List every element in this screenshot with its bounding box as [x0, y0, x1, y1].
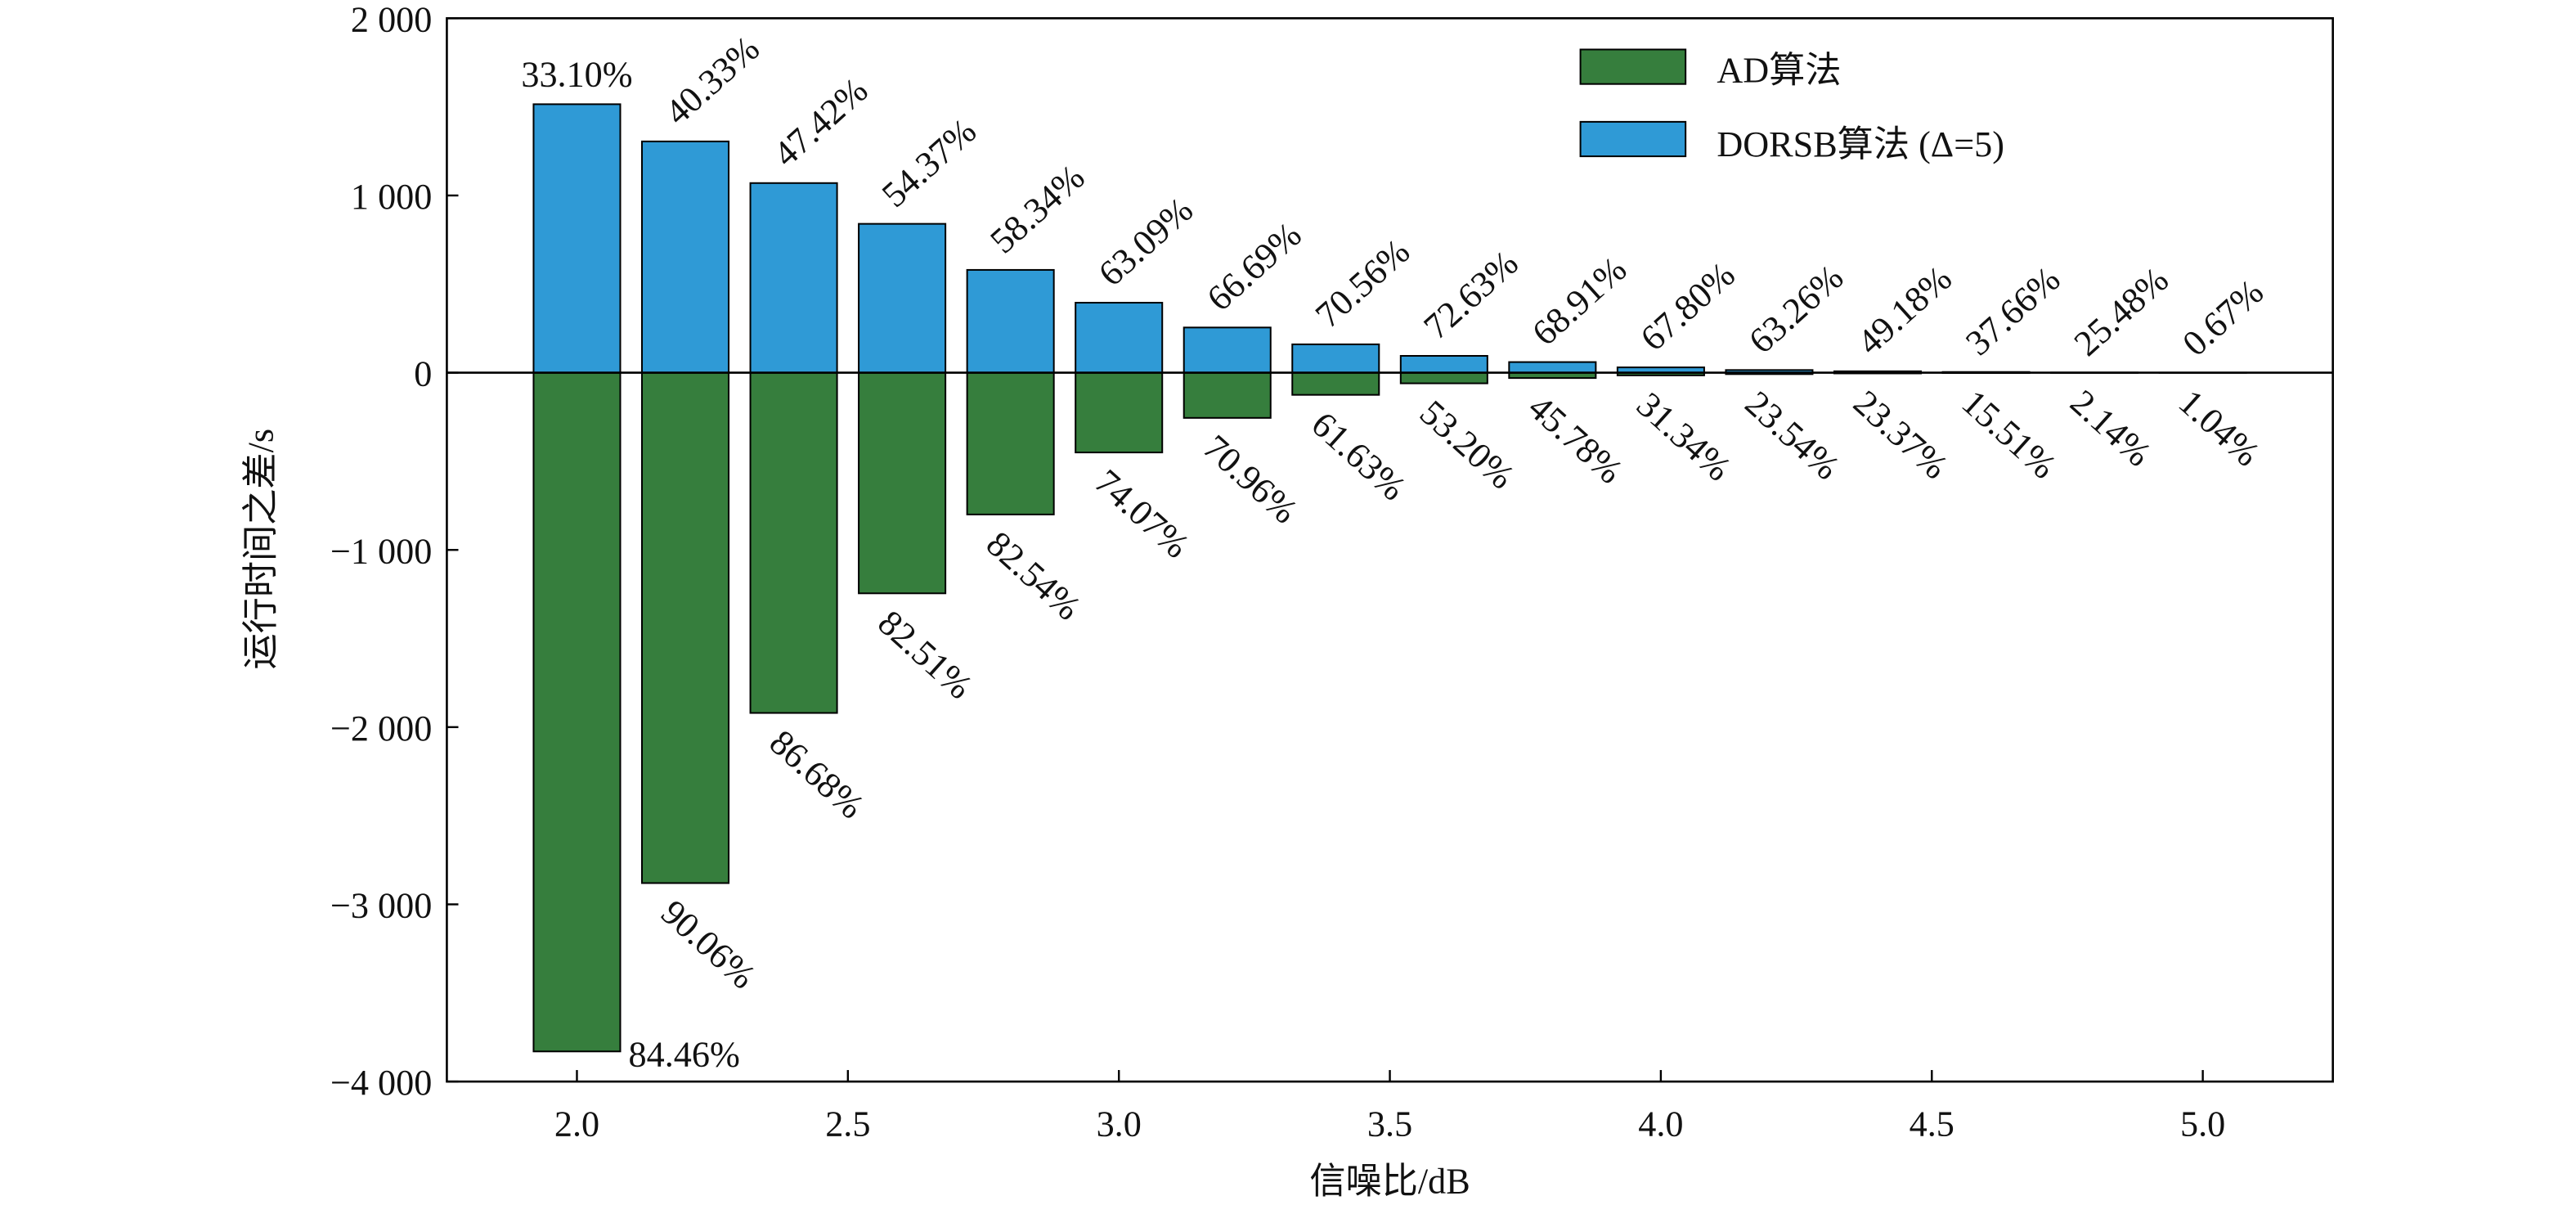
bar-dorsb — [966, 268, 1055, 374]
axes-layer: 2 000 1 000 0 −1 000 −2 000 −3 000 −4 000 2.0 2.… — [330, 0, 2334, 1144]
bar-dorsb — [1075, 302, 1164, 374]
bar-dorsb — [1399, 354, 1488, 374]
x-axis-label: 信噪比/dB — [1309, 1162, 1470, 1202]
y-tick-label: −4 000 — [330, 1063, 432, 1103]
bar-ad — [1291, 371, 1380, 396]
y-tick-label: −1 000 — [330, 531, 432, 571]
x-tick-label: 4.0 — [1638, 1104, 1683, 1144]
legend-label-ad: AD算法 — [1717, 51, 1841, 91]
legend: AD算法 DORSB算法 (Δ=5) — [1579, 48, 2004, 164]
bar-dorsb — [641, 140, 730, 374]
bars-layer — [532, 103, 2247, 1053]
bar-dorsb — [1291, 343, 1380, 374]
bar-ad — [858, 371, 947, 595]
x-tick-label: 2.0 — [554, 1104, 599, 1144]
y-tick-label: 1 000 — [351, 177, 432, 217]
y-axis-label: 运行时间之差/s — [240, 429, 280, 670]
legend-swatch-ad — [1579, 48, 1687, 85]
bar-dorsb — [532, 103, 622, 374]
bar-dorsb — [1508, 361, 1597, 374]
x-tick-label: 5.0 — [2180, 1104, 2225, 1144]
legend-swatch-dorsb — [1579, 120, 1687, 158]
y-tick-label: −2 000 — [330, 708, 432, 749]
bar-ad — [641, 371, 730, 884]
x-tick-label: 3.0 — [1097, 1104, 1142, 1144]
x-tick-label: 3.5 — [1367, 1104, 1412, 1144]
x-tick-label: 2.5 — [825, 1104, 870, 1144]
y-tick-label: 0 — [414, 354, 432, 394]
bar-dorsb — [1183, 326, 1272, 374]
bar-ad — [1399, 371, 1488, 384]
x-tick-label: 4.5 — [1910, 1104, 1954, 1144]
y-tick-label: −3 000 — [330, 886, 432, 926]
bar-dorsb — [749, 182, 838, 374]
bar-ad — [1183, 371, 1272, 419]
legend-item-dorsb: DORSB算法 (Δ=5) — [1579, 120, 2004, 164]
bar-ad — [532, 371, 622, 1053]
dorsb-value-label: 33.10% — [521, 54, 632, 94]
y-tick-label: 2 000 — [351, 0, 432, 39]
bar-ad — [966, 371, 1055, 515]
ad-value-label: 84.46% — [629, 1034, 740, 1074]
bar-ad — [1075, 371, 1164, 454]
bar-dorsb — [858, 223, 947, 374]
legend-item-ad: AD算法 — [1579, 48, 1842, 91]
legend-label-dorsb: DORSB算法 (Δ=5) — [1717, 124, 2004, 164]
bar-ad — [749, 371, 838, 714]
